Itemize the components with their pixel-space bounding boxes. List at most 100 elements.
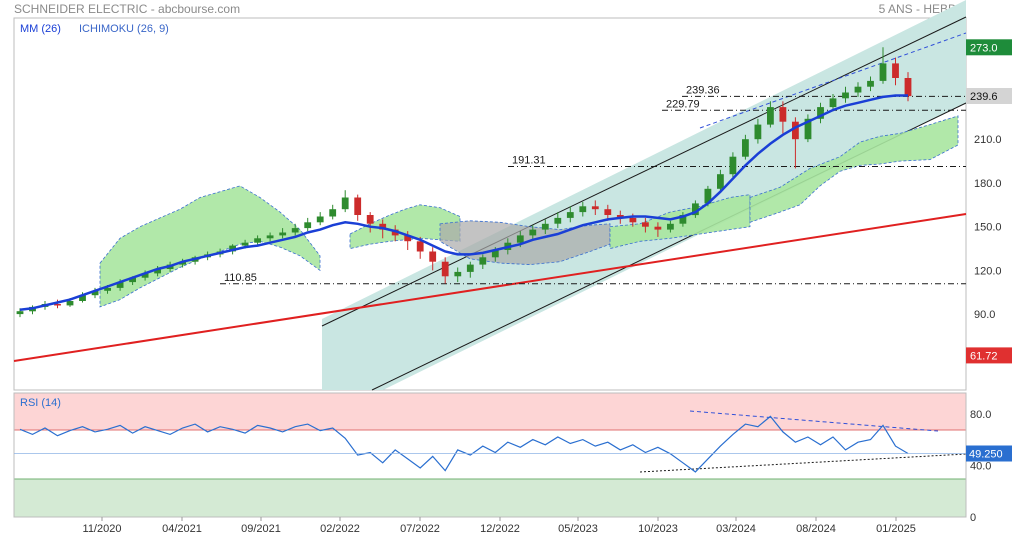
candle-body [416, 241, 424, 252]
chart-title: SCHNEIDER ELECTRIC - abcbourse.com [14, 2, 241, 16]
price-flag-box [966, 88, 1012, 104]
candle-body [704, 188, 712, 204]
price-y-axis: 90.0 120.0 150.0 180.0 210.0 [974, 134, 1002, 321]
candle-body [554, 217, 562, 224]
candle-body [91, 290, 99, 296]
x-tick-label: 09/2021 [241, 523, 281, 535]
candle-body [316, 216, 324, 223]
candle-body [579, 206, 587, 213]
ichimoku-cloud-4 [749, 115, 959, 223]
candle-body [729, 156, 737, 175]
candle-body [491, 250, 499, 258]
x-tick-label: 07/2022 [400, 523, 440, 535]
price-tick-label: 150.0 [974, 222, 1002, 234]
candle-body [479, 257, 487, 265]
level-label: 110.85 [224, 272, 257, 284]
candle-body [179, 261, 186, 265]
candle-body [854, 86, 862, 93]
horizontal-levels: 239.36 229.79 191.31 110.85 [220, 84, 966, 285]
channel-upper-dashed [699, 32, 967, 129]
candle-body [541, 223, 549, 230]
candle-body [429, 251, 437, 262]
x-tick-label: 11/2020 [83, 523, 122, 535]
x-tick-label: 04/2021 [162, 523, 202, 535]
rsi-oversold-zone [14, 479, 966, 517]
price-panel: 239.36 229.79 191.31 110.85 90.0 120.0 150.0 1… [13, 0, 1012, 391]
x-tick-label: 05/2023 [558, 523, 598, 535]
candle-body [742, 139, 749, 157]
candle-body [604, 209, 612, 215]
x-tick-label: 10/2023 [638, 523, 678, 535]
rsi-panel: 0 40.0 80.0 49.250 RSI (14) [13, 392, 1012, 524]
candle-body [792, 121, 799, 140]
rsi-line [19, 415, 909, 473]
rsi-tick-label: 0 [970, 512, 976, 524]
candle-body [154, 269, 161, 274]
x-axis: 11/2020 04/2021 09/2021 02/2022 07/2022 12/20… [83, 517, 916, 535]
price-tick-label: 210.0 [974, 134, 1002, 146]
candle-body [466, 264, 474, 272]
candle-body [867, 80, 874, 87]
level-label: 191.31 [512, 155, 546, 167]
candle-body [391, 229, 399, 236]
candle-body [54, 304, 61, 306]
candle-body [454, 271, 462, 277]
price-flag-label: 61.72 [970, 350, 998, 362]
price-tick-label: 120.0 [974, 265, 1002, 277]
candle-body [616, 215, 624, 218]
rsi-support-line [639, 453, 967, 473]
candle-body [141, 273, 149, 278]
rsi-flag-label: 49.250 [969, 449, 1003, 461]
legend-ichimoku: ICHIMOKU (26, 9) [79, 23, 169, 35]
candles-group [16, 47, 912, 318]
price-flag-label: 273.0 [970, 42, 998, 54]
x-tick-label: 02/2022 [320, 523, 360, 535]
candle-body [667, 223, 674, 230]
candle-body [817, 107, 824, 119]
candle-body [566, 212, 574, 218]
candle-body [366, 215, 374, 224]
price-flag-label: 239.6 [970, 91, 998, 103]
candle-body [254, 238, 261, 243]
x-tick-label: 08/2024 [796, 523, 836, 535]
price-flag-box [966, 347, 1012, 364]
candle-body [779, 107, 787, 122]
legend-ma: MM (26) [20, 23, 61, 35]
candle-body [79, 295, 86, 301]
candle-body [266, 235, 274, 239]
candle-body [804, 118, 812, 140]
candle-body [629, 217, 637, 223]
candle-body [829, 98, 837, 108]
candle-body [529, 229, 537, 236]
level-label: 229.79 [666, 98, 700, 110]
candle-body [654, 226, 662, 230]
candle-body [441, 261, 449, 277]
candle-body [879, 63, 887, 81]
candle-body [404, 235, 412, 242]
candle-body [341, 197, 349, 210]
rsi-tick-label: 80.0 [970, 409, 991, 421]
candle-body [717, 174, 724, 189]
x-tick-label: 01/2025 [876, 523, 916, 535]
candle-body [66, 301, 74, 306]
candle-body [842, 92, 849, 99]
level-label: 239.36 [686, 84, 720, 96]
x-tick-label: 03/2024 [716, 523, 756, 535]
candle-body [754, 124, 762, 140]
candle-body [104, 287, 111, 291]
rising-channel-fill [322, 0, 966, 390]
moving-average-line [19, 94, 908, 312]
x-tick-label: 12/2022 [480, 523, 520, 535]
candle-body [679, 215, 687, 224]
candle-body [642, 222, 649, 227]
candle-body [229, 245, 236, 252]
price-flag-box [966, 39, 1012, 56]
candle-body [591, 206, 599, 210]
candle-body [116, 282, 124, 288]
candle-body [279, 232, 287, 236]
candle-body [291, 228, 299, 233]
rsi-tick-label: 40.0 [970, 460, 991, 472]
candle-body [379, 223, 387, 230]
